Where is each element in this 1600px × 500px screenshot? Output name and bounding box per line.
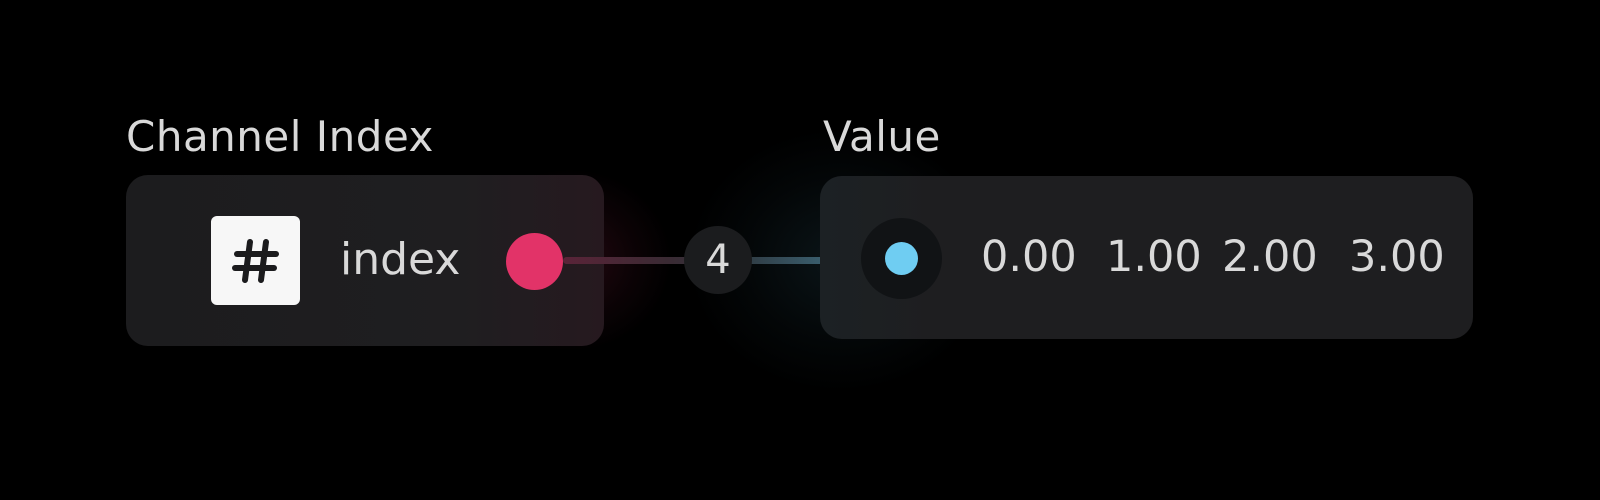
value-item: 0.00 (981, 232, 1077, 282)
value-item: 1.00 (1106, 232, 1202, 282)
index-output-port[interactable] (506, 233, 563, 290)
channel-index-node-title: Channel Index (126, 112, 434, 161)
hash-icon (231, 238, 279, 283)
connection-count-badge: 4 (684, 226, 752, 294)
value-item: 2.00 (1222, 232, 1318, 282)
value-item: 3.00 (1349, 232, 1445, 282)
index-port-label: index (340, 234, 461, 285)
value-node-title: Value (823, 112, 941, 161)
hash-type-badge (211, 216, 300, 305)
value-input-port[interactable] (885, 242, 918, 275)
